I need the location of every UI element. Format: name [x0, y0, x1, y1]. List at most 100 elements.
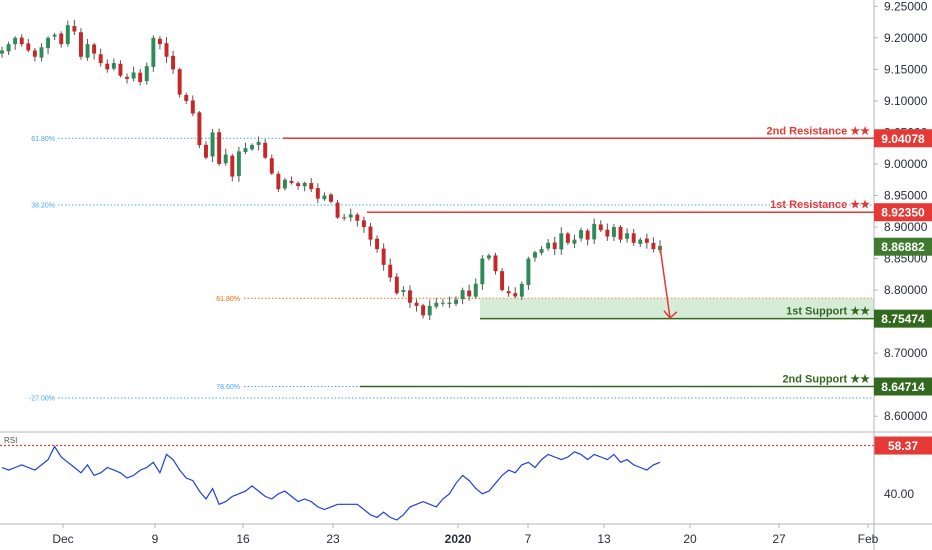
- candle-body: [361, 220, 366, 228]
- candle-body: [434, 302, 439, 307]
- candle-body: [401, 290, 406, 293]
- candle-body: [144, 66, 149, 82]
- candle-body: [526, 258, 531, 285]
- candle-body: [565, 233, 570, 243]
- candle-body: [92, 44, 97, 54]
- candle-body: [506, 291, 511, 294]
- projection-arrow: [659, 246, 671, 318]
- candle-body: [414, 302, 419, 306]
- candle-body: [72, 26, 77, 32]
- candle-body: [184, 94, 189, 101]
- candle-body: [263, 142, 268, 158]
- candle-body: [250, 145, 255, 150]
- candle-body: [230, 155, 235, 177]
- fib-level-label: 61.80%: [31, 136, 55, 143]
- candle-body: [579, 230, 584, 239]
- fib-level-label: -27.00%: [29, 395, 55, 402]
- level-price-text: 8.92350: [881, 206, 925, 220]
- candle-body: [105, 63, 110, 70]
- level-name: 2nd Resistance ★★: [767, 125, 871, 137]
- x-tick-label: 16: [236, 532, 250, 546]
- overlays: 2nd Resistance ★★ 9.04078 1st Resistance ★…: [283, 125, 932, 396]
- candle-body: [513, 293, 518, 297]
- candle-body: [329, 194, 333, 202]
- candle-body: [98, 54, 103, 64]
- rsi-pane: RSI 58.37 40.00: [0, 436, 932, 521]
- last-price-text: 8.86882: [881, 240, 925, 254]
- candle-body: [559, 233, 564, 250]
- candle-body: [52, 34, 57, 37]
- y-tick-label: 8.70000: [884, 346, 928, 360]
- level-name: 1st Support ★★: [786, 306, 870, 318]
- candle-body: [519, 283, 524, 297]
- candle-body: [269, 158, 274, 174]
- candle-body: [638, 239, 643, 244]
- candle-body: [315, 188, 320, 199]
- candle-body: [421, 305, 426, 316]
- y-tick-label: 9.00000: [884, 157, 928, 171]
- candle-body: [539, 249, 544, 253]
- level-price-text: 9.04078: [881, 132, 925, 146]
- y-tick-label: 8.60000: [884, 409, 928, 423]
- candle-body: [0, 50, 4, 54]
- candle-body: [282, 179, 287, 189]
- candle-body: [171, 55, 176, 70]
- candle-body: [368, 226, 373, 240]
- candle-body: [447, 302, 452, 304]
- rsi-tick-label: 40.00: [884, 487, 914, 501]
- candle-body: [190, 100, 195, 114]
- level-price-badge: [874, 129, 932, 148]
- candle-body: [177, 69, 182, 95]
- candle-body: [217, 132, 222, 164]
- candle-body: [651, 242, 656, 250]
- candle-body: [598, 224, 603, 231]
- price-pane: 61.80% 38.20% 61.80% 78.60% -27.00%: [0, 19, 874, 402]
- candle-body: [236, 151, 241, 177]
- level-name: 2nd Support ★★: [782, 374, 870, 386]
- candle-body: [493, 255, 498, 272]
- candle-body: [39, 47, 44, 58]
- candle-body: [276, 173, 281, 190]
- candle-body: [85, 44, 90, 58]
- candle-body: [388, 264, 393, 278]
- candle-body: [197, 112, 202, 146]
- candle-body: [223, 154, 228, 164]
- y-tick-label: 9.25000: [884, 0, 928, 13]
- candle-body: [644, 238, 649, 243]
- y-tick-label: 9.20000: [884, 31, 928, 45]
- support-zone: [480, 298, 874, 319]
- y-tick-label: 8.95000: [884, 189, 928, 203]
- candle-body: [6, 44, 11, 52]
- candle-body: [592, 223, 597, 240]
- candle-body: [407, 290, 412, 303]
- candle-body: [164, 43, 169, 57]
- candle-body: [111, 63, 116, 69]
- candle-body: [26, 43, 31, 51]
- level-name: 1st Resistance ★★: [770, 199, 870, 211]
- y-tick-label: 9.15000: [884, 62, 928, 76]
- candle-body: [473, 283, 478, 297]
- candle-body: [618, 226, 623, 240]
- candle-body: [19, 37, 24, 45]
- level-price-text: 8.75474: [881, 312, 925, 326]
- y-tick-label: 8.80000: [884, 283, 928, 297]
- candle-body: [546, 242, 551, 249]
- candle-body: [131, 72, 136, 79]
- candle-body: [322, 195, 327, 200]
- candle-body: [572, 239, 577, 244]
- x-tick-label: Dec: [52, 532, 73, 546]
- candle-body: [78, 32, 83, 57]
- y-tick-label: 9.10000: [884, 94, 928, 108]
- candle-body: [118, 63, 123, 76]
- candle-body: [296, 183, 301, 187]
- candle-body: [611, 227, 616, 237]
- x-tick-label: 23: [326, 532, 340, 546]
- candle-body: [460, 290, 465, 300]
- x-tick-label: 20: [683, 532, 697, 546]
- y-tick-label: 8.90000: [884, 220, 928, 234]
- candle-body: [125, 76, 129, 79]
- candle-body: [480, 258, 485, 285]
- candle-body: [151, 37, 156, 67]
- level-price-text: 8.64714: [881, 380, 925, 394]
- candle-body: [375, 238, 380, 250]
